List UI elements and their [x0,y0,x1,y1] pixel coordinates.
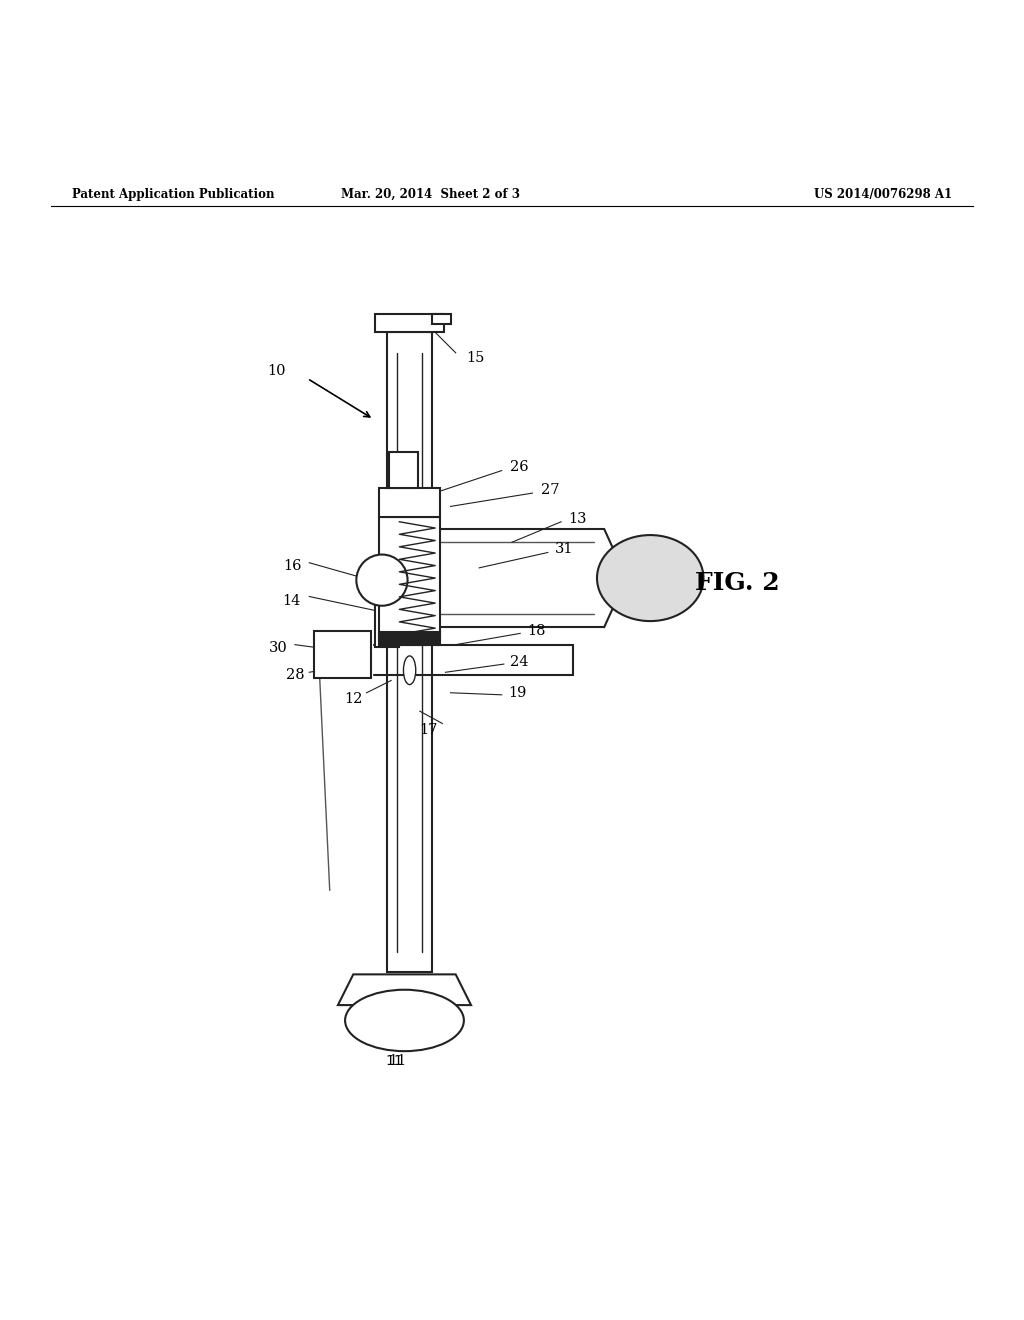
Ellipse shape [345,990,464,1051]
Text: 17: 17 [419,722,437,737]
Text: 15: 15 [466,351,484,364]
Text: US 2014/0076298 A1: US 2014/0076298 A1 [814,187,952,201]
Text: 13: 13 [568,512,587,525]
Polygon shape [338,974,471,1005]
Bar [387,333,432,973]
Text: 26: 26 [510,461,528,474]
Text: 14: 14 [283,594,301,607]
Text: Patent Application Publication: Patent Application Publication [72,187,274,201]
Bar [314,631,371,678]
Text: 10: 10 [267,364,286,379]
Bar [389,453,418,488]
Bar [375,579,399,647]
Text: 24: 24 [510,655,528,669]
Ellipse shape [597,535,703,622]
Bar [379,516,440,639]
Ellipse shape [403,656,416,685]
Text: FIG. 2: FIG. 2 [695,572,779,595]
Text: 11: 11 [385,1055,403,1068]
Bar [379,488,440,516]
Text: 12: 12 [344,692,362,706]
Circle shape [356,554,408,606]
Text: 18: 18 [527,624,546,639]
Bar [432,314,451,325]
Bar [375,314,444,333]
Text: 11: 11 [388,1055,407,1068]
Text: 30: 30 [269,640,288,655]
Text: 27: 27 [541,483,559,498]
Text: 28: 28 [286,668,304,682]
Text: 16: 16 [284,558,302,573]
Bar [379,632,440,644]
Text: 31: 31 [555,543,573,557]
Text: Mar. 20, 2014  Sheet 2 of 3: Mar. 20, 2014 Sheet 2 of 3 [341,187,519,201]
Text: 19: 19 [508,686,526,700]
